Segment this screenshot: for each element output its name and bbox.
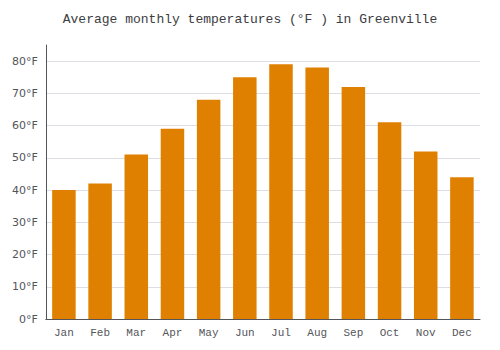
svg-text:70°F: 70°F (12, 87, 38, 100)
svg-text:Aug: Aug (307, 327, 327, 339)
svg-text:20°F: 20°F (12, 248, 38, 261)
svg-text:0°F: 0°F (19, 313, 38, 326)
svg-text:Jul: Jul (271, 327, 291, 339)
svg-text:Apr: Apr (163, 327, 183, 339)
svg-text:60°F: 60°F (12, 119, 38, 132)
svg-text:Mar: Mar (126, 327, 146, 339)
svg-text:Jun: Jun (235, 327, 255, 339)
svg-text:80°F: 80°F (12, 55, 38, 68)
svg-text:Average monthly temperatures (: Average monthly temperatures (°F ) in Gr… (63, 12, 437, 27)
svg-text:10°F: 10°F (12, 280, 38, 293)
svg-text:Sep: Sep (343, 327, 363, 339)
svg-text:Nov: Nov (416, 327, 436, 339)
svg-text:50°F: 50°F (12, 151, 38, 164)
svg-text:Feb: Feb (90, 327, 110, 339)
svg-text:40°F: 40°F (12, 184, 38, 197)
svg-text:Jan: Jan (54, 327, 74, 339)
svg-text:30°F: 30°F (12, 216, 38, 229)
svg-text:May: May (199, 327, 219, 339)
svg-text:Oct: Oct (380, 327, 400, 339)
svg-text:Dec: Dec (452, 327, 472, 339)
